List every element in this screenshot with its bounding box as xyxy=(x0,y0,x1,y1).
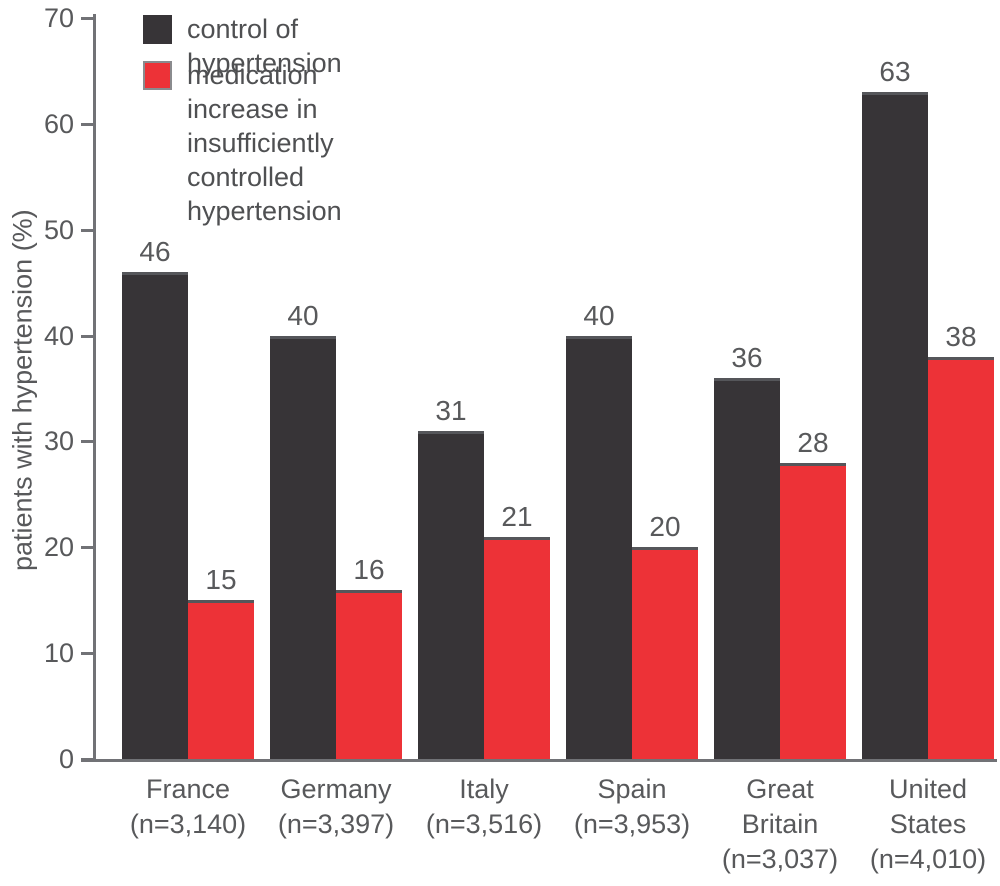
bar-control-of-hypertens-united-states xyxy=(862,92,928,759)
legend-swatch-0 xyxy=(143,15,172,44)
legend-label-1: medication increase in insufficiently co… xyxy=(187,60,342,226)
y-axis-line xyxy=(93,14,96,762)
bar-value-label-spain-1: 20 xyxy=(649,511,681,543)
bar-value-label-united-states-1: 38 xyxy=(945,320,977,352)
y-tick-mark-50 xyxy=(81,228,95,232)
legend-entry-1: medication increase in insufficiently co… xyxy=(143,58,342,228)
x-axis-label-italy: Italy (n=3,516) xyxy=(425,774,543,839)
y-tick-label-70: 70 xyxy=(43,3,74,33)
x-axis-label-great-britain: Great Britain (n=3,037) xyxy=(721,774,839,874)
bar-value-label-united-states-0: 63 xyxy=(879,56,911,88)
legend-swatch-1 xyxy=(143,61,172,90)
bar-value-label-spain-0: 40 xyxy=(583,299,615,331)
y-tick-mark-60 xyxy=(81,122,95,126)
bar-value-label-france-1: 15 xyxy=(205,564,237,596)
y-tick-mark-40 xyxy=(81,334,95,338)
bar-control-of-hypertens-italy xyxy=(418,430,484,759)
x-axis-line xyxy=(81,759,997,762)
y-tick-mark-0 xyxy=(81,758,95,761)
y-tick-mark-70 xyxy=(81,17,95,20)
bar-medication-increase--france xyxy=(188,600,254,759)
y-tick-label-30: 30 xyxy=(43,426,74,457)
bar-medication-increase--great-britain xyxy=(780,462,846,759)
bar-medication-increase--germany xyxy=(336,589,402,759)
bar-value-label-germany-0: 40 xyxy=(287,299,319,331)
y-tick-label-40: 40 xyxy=(43,320,74,351)
bar-medication-increase--italy xyxy=(484,536,550,759)
bar-value-label-france-0: 46 xyxy=(139,236,171,268)
bar-value-label-italy-1: 21 xyxy=(501,500,533,532)
legend-entry-0: control of hypertension xyxy=(143,12,342,80)
y-tick-label-0: 0 xyxy=(58,744,74,774)
y-axis-title: patients with hypertension (%) xyxy=(7,209,38,571)
x-axis-label-united-states: United States (n=4,010) xyxy=(869,774,987,874)
x-axis-label-france: France (n=3,140) xyxy=(129,774,247,839)
bar-value-label-germany-1: 16 xyxy=(353,553,385,585)
bar-control-of-hypertens-france xyxy=(122,272,188,759)
bar-value-label-great-britain-1: 28 xyxy=(797,426,829,458)
bar-value-label-italy-0: 31 xyxy=(435,394,467,426)
legend-label-0: control of hypertension xyxy=(187,14,342,78)
y-tick-mark-20 xyxy=(81,546,95,550)
bar-medication-increase--spain xyxy=(632,547,698,759)
bar-control-of-hypertens-germany xyxy=(270,335,336,759)
bar-value-label-great-britain-0: 36 xyxy=(731,341,763,373)
y-tick-label-60: 60 xyxy=(43,108,74,139)
x-axis-label-spain: Spain (n=3,953) xyxy=(573,774,691,839)
bar-medication-increase--united-states xyxy=(928,356,994,759)
y-tick-label-20: 20 xyxy=(43,532,74,563)
y-tick-label-10: 10 xyxy=(43,638,74,669)
x-axis-label-germany: Germany (n=3,397) xyxy=(277,774,395,839)
y-tick-mark-30 xyxy=(81,440,95,444)
bar-control-of-hypertens-great-britain xyxy=(714,377,780,759)
bar-control-of-hypertens-spain xyxy=(566,335,632,759)
y-tick-mark-10 xyxy=(81,652,95,656)
y-tick-label-50: 50 xyxy=(43,214,74,245)
